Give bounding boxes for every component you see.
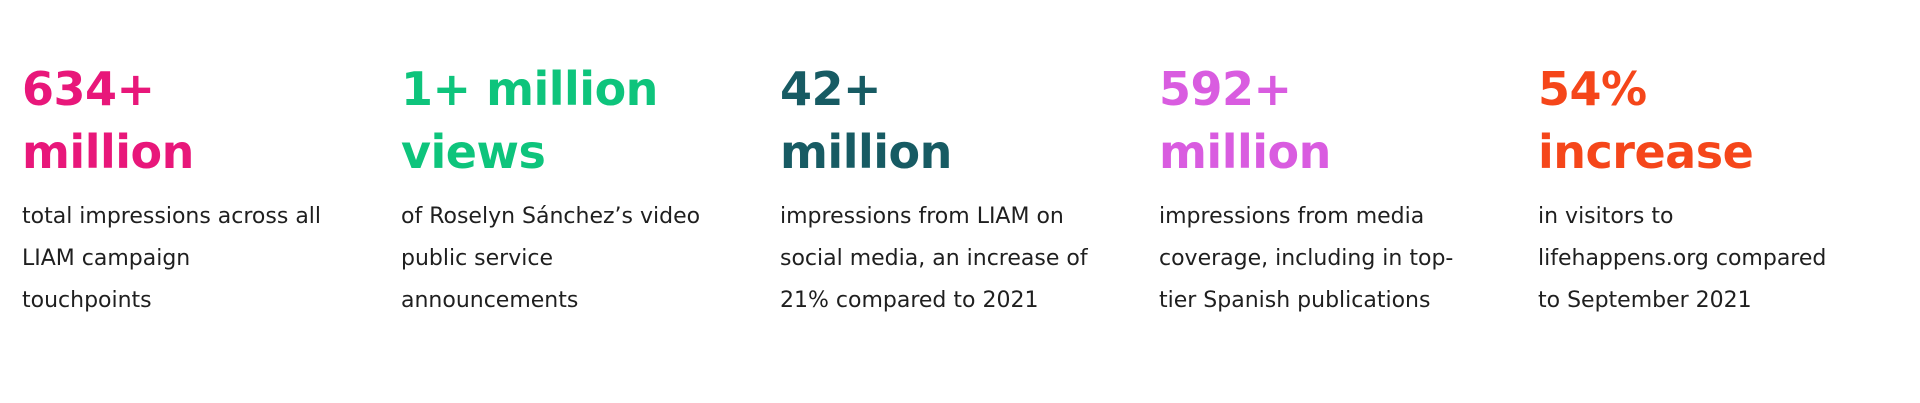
stat-headline: 54% increase	[1538, 58, 1898, 184]
description-line: impressions from LIAM on	[780, 204, 1064, 229]
description-line: 21% compared to 2021	[780, 288, 1039, 313]
headline-line: million	[22, 125, 194, 179]
description-line: announcements	[401, 288, 579, 313]
stat-headline: 592+ million	[1159, 58, 1519, 184]
stat-headline: 1+ million views	[401, 58, 761, 184]
description-line: coverage, including in top-	[1159, 246, 1454, 271]
stat-description: of Roselyn Sánchez’s video public service…	[401, 196, 761, 322]
stat-description: impressions from LIAM on social media, an…	[780, 196, 1140, 322]
headline-line: million	[1159, 125, 1331, 179]
description-line: lifehappens.org compared	[1538, 246, 1827, 271]
stat-card: 1+ million views of Roselyn Sánchez’s vide…	[401, 58, 761, 322]
stat-headline: 634+ million	[22, 58, 382, 184]
description-line: LIAM campaign	[22, 246, 191, 271]
stat-card: 634+ million total impressions across all L…	[22, 58, 382, 322]
stat-card: 42+ million impressions from LIAM on social…	[780, 58, 1140, 322]
stat-headline: 42+ million	[780, 58, 1140, 184]
stat-description: in visitors to lifehappens.org compared to…	[1538, 196, 1898, 322]
stat-card: 54% increase in visitors to lifehappens.org…	[1538, 58, 1898, 322]
description-line: social media, an increase of	[780, 246, 1088, 271]
headline-line: 42+	[780, 62, 882, 116]
headline-line: 1+ million	[401, 62, 658, 116]
headline-line: increase	[1538, 125, 1754, 179]
description-line: to September 2021	[1538, 288, 1752, 313]
stat-description: impressions from media coverage, includin…	[1159, 196, 1519, 322]
headline-line: million	[780, 125, 952, 179]
description-line: public service	[401, 246, 553, 271]
headline-line: views	[401, 125, 546, 179]
headline-line: 54%	[1538, 62, 1647, 116]
description-line: total impressions across all	[22, 204, 322, 229]
headline-line: 592+	[1159, 62, 1292, 116]
description-line: in visitors to	[1538, 204, 1674, 229]
stat-card: 592+ million impressions from media coverag…	[1159, 58, 1519, 322]
description-line: tier Spanish publications	[1159, 288, 1431, 313]
description-line: impressions from media	[1159, 204, 1425, 229]
stat-description: total impressions across all LIAM campaig…	[22, 196, 382, 322]
description-line: of Roselyn Sánchez’s video	[401, 204, 701, 229]
description-line: touchpoints	[22, 288, 152, 313]
headline-line: 634+	[22, 62, 155, 116]
